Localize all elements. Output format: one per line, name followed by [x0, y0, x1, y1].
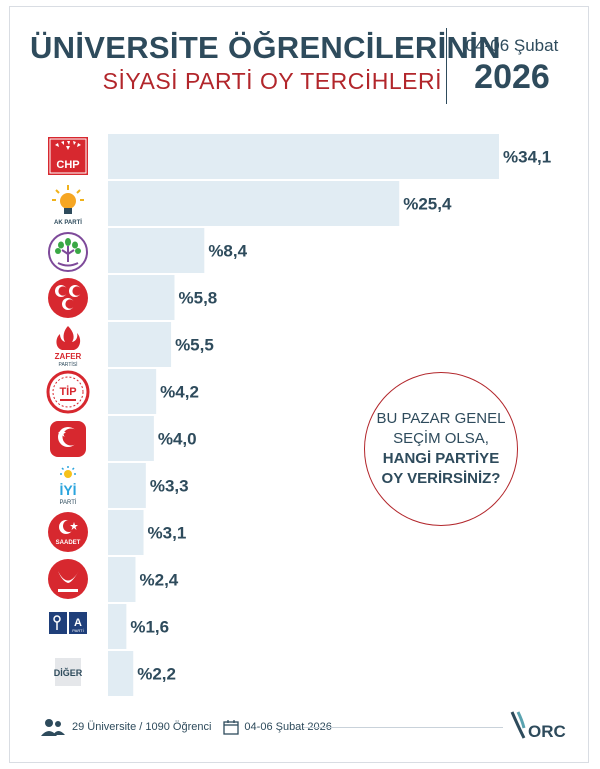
value-label: %3,1 [148, 524, 187, 543]
flame-icon: ZAFER PARTİSİ [55, 326, 82, 368]
card-frame [9, 6, 589, 763]
tip-icon: TİP [46, 370, 90, 414]
light-bulb-icon: AK PARTİ [52, 185, 84, 226]
mhp-logo [44, 276, 92, 320]
people-icon [41, 719, 65, 736]
value-label: %4,2 [160, 383, 199, 402]
question-line-3: HANGİ PARTİYE [382, 450, 500, 467]
calendar-icon [223, 720, 240, 735]
svg-text:SAADET: SAADET [56, 540, 81, 546]
dem-logo [44, 230, 92, 274]
survey-year: 2026 [474, 58, 550, 96]
value-label: %25,4 [403, 195, 452, 214]
bar-mhp [108, 275, 175, 320]
value-label: %2,4 [140, 571, 179, 590]
value-label: %5,5 [175, 336, 214, 355]
bar-chp [108, 134, 499, 179]
bar-i-yi-parti- [108, 463, 146, 508]
bbp-logo [44, 417, 92, 461]
bar-bbp [108, 416, 154, 461]
sample-size: 29 Üniversite / 1090 Öğrenci [72, 721, 212, 733]
chp-icon: CHP [48, 137, 88, 175]
saadet-logo: SAADET [44, 510, 92, 554]
svg-text:AK PARTİ: AK PARTİ [54, 219, 82, 226]
title-separator [446, 28, 447, 104]
diger-logo: DİĞER [44, 652, 92, 692]
yeniden-refah-icon [48, 559, 88, 599]
value-label: %5,8 [179, 289, 218, 308]
bar-di-er [108, 651, 134, 696]
tip-logo: TİP [44, 370, 92, 414]
bar-anahtar-parti- [108, 604, 127, 649]
footer-info: 29 Üniversite / 1090 Öğrenci 04-06 Şubat… [40, 714, 332, 740]
key-icon: A PARTİ [49, 612, 87, 634]
svg-text:CHP: CHP [56, 159, 79, 171]
question-line-4: OY VERİRSİNİZ? [381, 470, 501, 487]
akp-logo: AK PARTİ [44, 183, 92, 227]
svg-text:TİP: TİP [59, 385, 76, 398]
svg-text:İYİ: İYİ [59, 482, 76, 498]
value-label: %1,6 [130, 618, 169, 637]
orc-logo: ORC [508, 706, 583, 746]
zafer-logo: ZAFER PARTİSİ [44, 322, 92, 368]
bar-ti-p [108, 369, 157, 414]
value-label: %4,0 [158, 430, 197, 449]
svg-text:PARTİ: PARTİ [59, 499, 76, 506]
sun-icon: İYİ PARTİ [59, 466, 77, 506]
svg-text:A: A [74, 617, 82, 629]
bar-saadet [108, 510, 144, 555]
survey-date: 04-06 Şubat [465, 36, 559, 55]
yeniden-refah-logo [44, 557, 92, 601]
svg-text:ZAFER: ZAFER [55, 352, 82, 361]
iyi-logo: İYİ PARTİ [44, 464, 92, 508]
svg-text:PARTİ: PARTİ [72, 628, 83, 633]
question-line-2: SEÇİM OLSA, [393, 430, 489, 447]
svg-text:ORC: ORC [528, 722, 566, 741]
footer-date: 04-06 Şubat 2026 [244, 721, 332, 733]
value-label: %3,3 [150, 477, 189, 496]
title-main: ÜNİVERSİTE ÖĞRENCİLERİNİN [30, 30, 501, 65]
anahtar-logo: A PARTİ [44, 604, 92, 644]
tree-icon [48, 232, 88, 272]
three-crescents-icon [48, 278, 88, 318]
value-label: %8,4 [208, 242, 247, 261]
orc-brand-icon: ORC [510, 711, 566, 741]
footer-divider [303, 727, 503, 728]
title-sub: SİYASİ PARTİ OY TERCİHLERİ [102, 68, 442, 94]
question-line-1: BU PAZAR GENEL [376, 410, 506, 427]
bar-ak-parti- [108, 181, 400, 226]
survey-question-circle: BU PAZAR GENEL SEÇİM OLSA, HANGİ PARTİYE… [364, 372, 518, 526]
bar-zafer-parti-si- [108, 322, 172, 367]
value-label: %34,1 [503, 148, 551, 167]
value-label: %2,2 [137, 665, 176, 684]
bar-yeni-den-refah [108, 557, 136, 602]
bbp-icon [50, 421, 86, 457]
saadet-icon: SAADET [48, 512, 88, 552]
svg-text:PARTİSİ: PARTİSİ [59, 361, 78, 368]
svg-text:DİĞER: DİĞER [54, 667, 83, 678]
chp-logo: CHP [44, 136, 92, 176]
diger-icon: DİĞER [54, 658, 83, 686]
bar-dem-parti- [108, 228, 205, 273]
